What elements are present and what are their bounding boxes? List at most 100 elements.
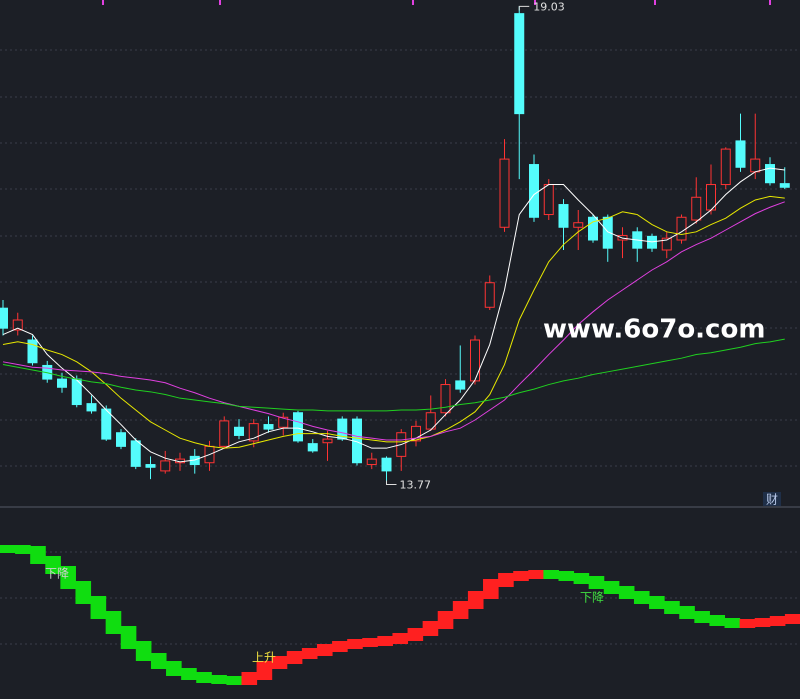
ribbon-block bbox=[226, 676, 243, 685]
candle-body bbox=[499, 158, 510, 228]
candle-body bbox=[145, 464, 156, 468]
candle-body bbox=[470, 339, 480, 382]
ribbon-block bbox=[709, 615, 726, 626]
candle-body bbox=[765, 164, 775, 184]
candle-body bbox=[263, 424, 274, 430]
ribbon-block bbox=[618, 586, 635, 599]
candle-body bbox=[514, 13, 525, 115]
high-label: 19.03 bbox=[533, 0, 565, 13]
candle-body bbox=[116, 432, 126, 447]
ribbon-block bbox=[739, 619, 756, 628]
candle-body bbox=[676, 216, 687, 241]
candle-body bbox=[411, 425, 421, 442]
ribbon-block bbox=[271, 656, 288, 669]
trend-label: 下降 bbox=[45, 567, 69, 581]
ribbon-block bbox=[452, 601, 469, 619]
ribbon-block bbox=[211, 675, 227, 684]
ribbon-block bbox=[301, 648, 318, 659]
candle-body bbox=[366, 458, 377, 466]
ribbon-block bbox=[0, 545, 16, 553]
ribbon-block bbox=[679, 606, 695, 619]
ribbon-block bbox=[75, 581, 92, 604]
candle-body bbox=[661, 237, 672, 251]
ribbon-block bbox=[120, 626, 137, 649]
ribbon-block bbox=[166, 661, 182, 676]
candle-body bbox=[455, 380, 466, 390]
ribbon-block bbox=[286, 651, 303, 664]
candle-body bbox=[0, 307, 8, 329]
ribbon-block bbox=[528, 570, 544, 579]
ribbon-block bbox=[196, 672, 212, 683]
candle-body bbox=[86, 403, 97, 412]
ribbon-block bbox=[694, 611, 710, 623]
ribbon-block bbox=[60, 566, 76, 589]
ribbon-block bbox=[588, 576, 605, 589]
ribbon-block bbox=[664, 601, 680, 614]
low-label: 13.77 bbox=[400, 479, 432, 492]
ribbon-block bbox=[45, 556, 61, 574]
ribbon-block bbox=[256, 661, 273, 680]
candle-body bbox=[307, 443, 318, 452]
candle-body bbox=[425, 412, 436, 430]
candle-body bbox=[219, 420, 230, 447]
ribbon-block bbox=[362, 638, 378, 647]
candle-body bbox=[130, 440, 141, 467]
candle-body bbox=[337, 418, 348, 440]
candle-body bbox=[293, 412, 303, 442]
candle-body bbox=[27, 339, 38, 364]
candle-body bbox=[160, 460, 171, 472]
ribbon-block bbox=[483, 579, 499, 599]
candle-body bbox=[720, 148, 731, 186]
candle-body bbox=[57, 378, 67, 388]
ribbon-block bbox=[558, 571, 575, 581]
ribbon-block bbox=[241, 672, 258, 685]
ribbon-block bbox=[105, 611, 122, 634]
ribbon-block bbox=[724, 618, 741, 628]
ribbon-block bbox=[407, 628, 424, 641]
candle-body bbox=[101, 408, 112, 440]
moving-average-line bbox=[2, 338, 785, 412]
corner-box bbox=[763, 492, 781, 506]
ribbon-block bbox=[603, 581, 620, 594]
candle-body bbox=[691, 196, 702, 221]
candle-body bbox=[573, 222, 584, 228]
low-pointer bbox=[386, 480, 397, 486]
candle-body bbox=[602, 216, 613, 249]
candle-body bbox=[529, 164, 539, 218]
candle-body bbox=[484, 282, 495, 308]
ribbon-block bbox=[15, 545, 31, 554]
ribbon-block bbox=[316, 644, 333, 656]
ribbon-block bbox=[422, 621, 439, 636]
candle-body bbox=[322, 438, 333, 444]
candle-body bbox=[735, 140, 746, 168]
ribbon-block bbox=[135, 641, 152, 661]
ribbon-block bbox=[649, 596, 665, 609]
candle-body bbox=[440, 384, 451, 414]
ribbon-block bbox=[498, 573, 514, 587]
ribbon-block bbox=[769, 616, 786, 626]
corner-label: 财 bbox=[766, 493, 778, 507]
candle-body bbox=[234, 426, 244, 436]
high-pointer bbox=[518, 5, 530, 11]
candle-body bbox=[381, 457, 392, 472]
candle-body bbox=[750, 158, 761, 173]
ribbon-block bbox=[377, 636, 393, 646]
ribbon-block bbox=[633, 591, 650, 604]
candle-body bbox=[12, 319, 23, 331]
candle-body bbox=[278, 416, 289, 428]
ribbon-block bbox=[332, 641, 348, 652]
trend-label: 上升 bbox=[252, 651, 276, 665]
candle-body bbox=[558, 204, 569, 228]
ribbon-block bbox=[90, 596, 107, 619]
candle-body bbox=[543, 184, 554, 216]
ribbon-block bbox=[30, 546, 46, 564]
moving-average-line bbox=[2, 195, 785, 449]
candle-body bbox=[779, 183, 790, 188]
ribbon-block bbox=[754, 618, 771, 627]
moving-average-line bbox=[2, 201, 785, 441]
ribbon-block bbox=[347, 639, 363, 649]
ribbon-block bbox=[181, 668, 197, 680]
ribbon-block bbox=[150, 653, 167, 669]
trend-label: 下降 bbox=[580, 591, 604, 605]
